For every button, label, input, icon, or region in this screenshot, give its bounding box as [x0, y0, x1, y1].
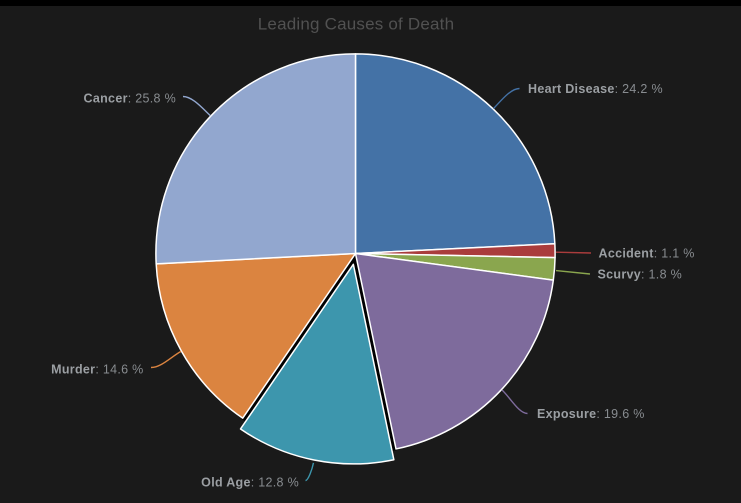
- svg-text:Old Age: 12.8 %: Old Age: 12.8 %: [201, 475, 299, 489]
- svg-text:Cancer: 25.8 %: Cancer: 25.8 %: [84, 91, 176, 105]
- svg-text:Scurvy: 1.8 %: Scurvy: 1.8 %: [598, 267, 683, 281]
- svg-text:Heart Disease: 24.2 %: Heart Disease: 24.2 %: [528, 82, 663, 96]
- svg-text:Murder: 14.6 %: Murder: 14.6 %: [51, 362, 143, 376]
- svg-text:Leading Causes of Death: Leading Causes of Death: [258, 15, 454, 34]
- svg-text:Accident: 1.1 %: Accident: 1.1 %: [599, 246, 695, 260]
- svg-text:Exposure: 19.6 %: Exposure: 19.6 %: [537, 407, 645, 421]
